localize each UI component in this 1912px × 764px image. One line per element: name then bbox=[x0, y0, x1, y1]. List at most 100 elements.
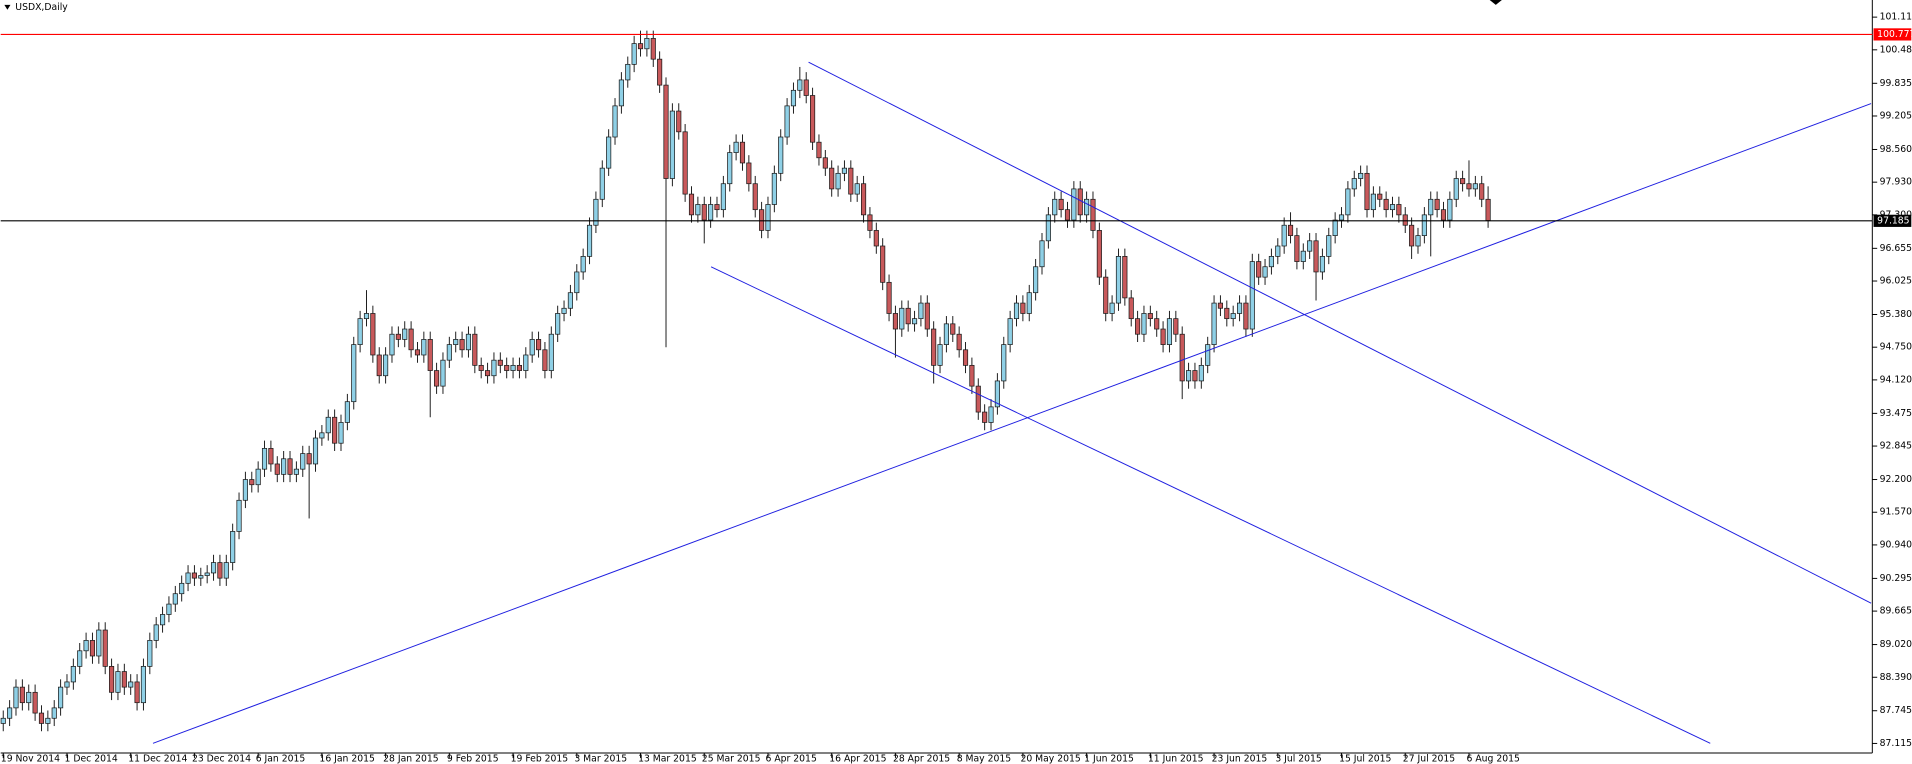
candle-body bbox=[1409, 224, 1415, 247]
candle-body bbox=[739, 141, 746, 164]
candle-body bbox=[293, 468, 299, 475]
x-tick-label: 8 May 2015 bbox=[957, 754, 1012, 764]
y-tick-label: 94.120 bbox=[1880, 374, 1912, 385]
candle-body bbox=[32, 691, 38, 714]
menu-arrow bbox=[4, 4, 11, 10]
candle-body bbox=[274, 463, 280, 475]
candle-body bbox=[236, 499, 242, 532]
candle-body bbox=[453, 339, 459, 345]
candle-body bbox=[701, 204, 707, 221]
candle-body bbox=[185, 572, 191, 584]
x-tick-label: 23 Jun 2015 bbox=[1212, 754, 1268, 764]
x-tick-label: 23 Dec 2014 bbox=[192, 754, 251, 764]
candle-body bbox=[1198, 364, 1204, 382]
candle-body bbox=[434, 370, 440, 387]
candle-body bbox=[759, 209, 765, 231]
candle-body bbox=[1358, 172, 1364, 179]
candle-body bbox=[523, 354, 529, 371]
candle-body bbox=[1485, 198, 1491, 221]
candle-body bbox=[892, 313, 898, 330]
candle-body bbox=[363, 313, 370, 320]
candle-body bbox=[1256, 261, 1262, 278]
candle-body bbox=[1166, 318, 1173, 345]
y-tick-label: 101.110 bbox=[1880, 12, 1912, 23]
candle-body bbox=[497, 359, 503, 366]
shift-marker bbox=[1489, 0, 1502, 5]
y-tick-label: 89.665 bbox=[1880, 606, 1912, 617]
candle-body bbox=[153, 624, 159, 641]
candle-body bbox=[873, 230, 879, 247]
candle-body bbox=[1192, 370, 1198, 382]
candle-body bbox=[1026, 292, 1032, 314]
candle-body bbox=[230, 531, 236, 563]
x-tick-label: 9 Feb 2015 bbox=[447, 754, 499, 764]
x-tick-label: 1 Jun 2015 bbox=[1084, 754, 1134, 764]
candle-body bbox=[580, 256, 586, 273]
candle-body bbox=[688, 193, 695, 216]
candle-body bbox=[77, 650, 83, 667]
candle-body bbox=[1402, 214, 1408, 226]
candle-body bbox=[89, 640, 96, 657]
candle-body bbox=[867, 214, 873, 231]
candle-body bbox=[70, 665, 76, 683]
candle-body bbox=[1383, 198, 1389, 211]
x-tick-label: 6 Apr 2015 bbox=[766, 754, 817, 764]
x-tick-label: 11 Dec 2014 bbox=[128, 754, 187, 764]
candle-body bbox=[121, 671, 127, 688]
candle-body bbox=[45, 717, 51, 724]
candle-body bbox=[535, 339, 542, 351]
candle-body bbox=[784, 105, 790, 138]
price-label: 97.185 bbox=[1877, 215, 1909, 226]
candle-body bbox=[975, 385, 981, 413]
candle-body bbox=[1077, 188, 1083, 216]
price-label: 100.777 bbox=[1877, 29, 1912, 40]
candle-body bbox=[1313, 240, 1319, 273]
candle-body bbox=[841, 167, 848, 174]
candle-body bbox=[555, 313, 561, 335]
y-tick-label: 99.205 bbox=[1880, 110, 1912, 121]
candle-body bbox=[644, 38, 650, 50]
candle-body bbox=[1211, 302, 1217, 345]
price-label-box bbox=[1873, 214, 1912, 227]
candle-body bbox=[1440, 209, 1447, 221]
candle-body bbox=[191, 572, 197, 579]
candle-body bbox=[1135, 318, 1141, 335]
candle-body bbox=[140, 665, 147, 704]
candle-body bbox=[465, 333, 472, 351]
y-tick-label: 100.480 bbox=[1880, 44, 1912, 55]
y-tick-label: 88.390 bbox=[1880, 672, 1912, 683]
candle-body bbox=[1434, 198, 1440, 211]
candle-body bbox=[1326, 235, 1332, 257]
candle-body bbox=[1033, 266, 1039, 294]
candle-body bbox=[733, 141, 739, 153]
candle-body bbox=[179, 582, 185, 595]
candle-body bbox=[695, 204, 701, 216]
candle-body bbox=[746, 162, 752, 185]
x-tick-label: 6 Aug 2015 bbox=[1467, 754, 1520, 764]
candle-body bbox=[1396, 204, 1402, 216]
candle-body bbox=[1007, 318, 1013, 345]
candle-body bbox=[1345, 188, 1351, 216]
candle-body bbox=[102, 629, 108, 667]
candle-body bbox=[287, 458, 293, 475]
candle-body bbox=[931, 328, 937, 366]
y-tick-label: 87.115 bbox=[1880, 738, 1912, 749]
candle-body bbox=[338, 422, 344, 444]
candle-body bbox=[861, 183, 867, 216]
candle-body bbox=[19, 686, 25, 704]
y-tick-label: 96.025 bbox=[1880, 276, 1912, 287]
candle-body bbox=[255, 468, 261, 486]
y-tick-label: 97.930 bbox=[1880, 177, 1912, 188]
candle-body bbox=[1262, 266, 1268, 278]
candle-body bbox=[816, 141, 822, 159]
candle-body bbox=[1230, 313, 1236, 320]
y-tick-label: 87.745 bbox=[1880, 705, 1912, 716]
candle-body bbox=[96, 629, 102, 657]
candle-body bbox=[414, 349, 421, 356]
x-tick-label: 28 Apr 2015 bbox=[893, 754, 950, 764]
candle-body bbox=[306, 453, 312, 465]
candle-body bbox=[803, 79, 809, 96]
candle-body bbox=[1217, 302, 1223, 309]
candle-body bbox=[198, 575, 204, 579]
